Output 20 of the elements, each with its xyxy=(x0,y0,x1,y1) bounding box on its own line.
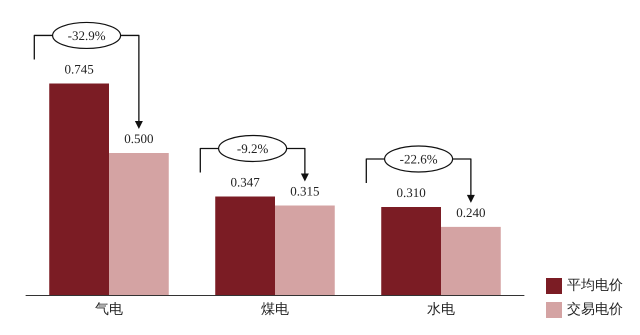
x-tick-label: 气电 xyxy=(95,302,123,318)
bar xyxy=(275,206,335,295)
data-label: 0.240 xyxy=(456,204,486,220)
annotation: -9.2% xyxy=(236,140,268,156)
annotation: -22.6% xyxy=(400,151,438,166)
x-tick-label: 煤电 xyxy=(261,302,289,318)
bar xyxy=(441,226,501,295)
bar xyxy=(381,206,441,295)
legend-label: 交易电价 xyxy=(567,302,623,318)
bar xyxy=(49,83,109,295)
data-label: 0.310 xyxy=(396,184,426,200)
x-tick-label: 水电 xyxy=(427,302,455,318)
data-label: 0.500 xyxy=(124,131,154,146)
bar xyxy=(215,196,275,295)
data-label: 0.347 xyxy=(230,174,260,190)
data-label: 0.315 xyxy=(290,184,320,199)
bar xyxy=(109,153,169,295)
text: -32.9% xyxy=(68,28,106,43)
data-label: 0.745 xyxy=(64,61,94,76)
legend-label: 平均电价 xyxy=(567,278,623,294)
